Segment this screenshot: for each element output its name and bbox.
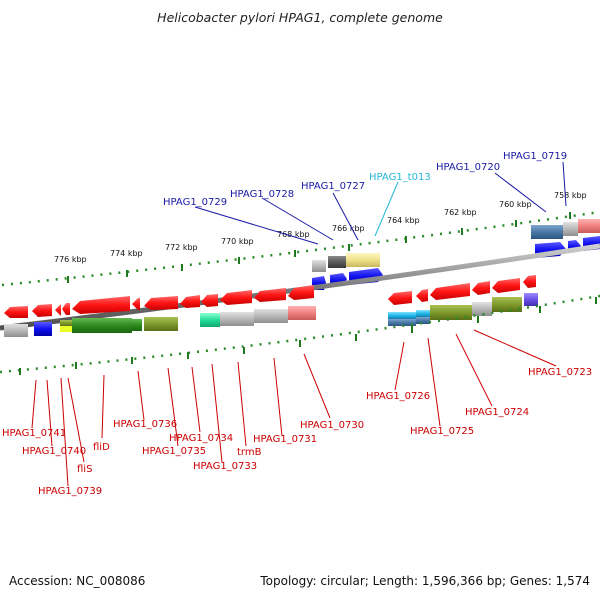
scale-label-776: 776 kbp [54,255,87,264]
gene-label-hpag1-0739: HPAG1_0739 [38,486,102,497]
gene-label-hpag1-0725: HPAG1_0725 [410,426,474,437]
scale-label-760: 760 kbp [499,200,532,209]
scale-label-762: 762 kbp [444,208,477,217]
gene-label-hpag1-0740: HPAG1_0740 [22,446,86,457]
gene-label-trmb: trmB [237,447,262,458]
scale-labels: 776 kbp 774 kbp 772 kbp 770 kbp 768 kbp … [54,191,587,264]
lower-ticks [19,297,597,375]
gene-label-hpag1-0724: HPAG1_0724 [465,407,529,418]
scale-track-upper [1,210,600,287]
gene-label-hpag1-0735: HPAG1_0735 [142,446,206,457]
gene-labels-lower: HPAG1_0723 HPAG1_0726 HPAG1_0724 HPAG1_0… [2,367,592,497]
gene-label-hpag1-0733: HPAG1_0733 [193,461,257,472]
cds-row-right [388,275,536,305]
gene-label-flid: fliD [93,442,110,453]
gene-label-hpag1-0720: HPAG1_0720 [436,162,500,173]
scale-ticks [67,212,571,283]
gene-label-hpag1-0719: HPAG1_0719 [503,151,567,162]
scale-label-774: 774 kbp [110,249,143,258]
gene-label-hpag1-0734: HPAG1_0734 [169,433,233,444]
gene-label-hpag1-0731: HPAG1_0731 [253,434,317,445]
gene-label-hpag1-t013: HPAG1_t013 [369,172,431,183]
map-title: Helicobacter pylori HPAG1, complete geno… [157,10,443,25]
scale-label-764: 764 kbp [387,216,420,225]
gene-label-hpag1-0723: HPAG1_0723 [528,367,592,378]
accession-text: Accession: NC_008086 [9,574,145,588]
gene-label-hpag1-0730: HPAG1_0730 [300,420,364,431]
gene-label-flis: fliS [77,464,92,475]
gene-label-hpag1-0736: HPAG1_0736 [113,419,177,430]
gene-label-hpag1-0741: HPAG1_0741 [2,428,66,439]
scale-label-766: 766 kbp [332,224,365,233]
scale-label-770: 770 kbp [221,237,254,246]
genome-summary-text: Topology: circular; Length: 1,596,366 bp… [259,574,590,588]
scale-label-758: 758 kbp [554,191,587,200]
scale-label-768: 768 kbp [277,230,310,239]
gene-label-hpag1-0727: HPAG1_0727 [301,181,365,192]
gene-label-hpag1-0728: HPAG1_0728 [230,189,294,200]
gene-label-hpag1-0726: HPAG1_0726 [366,391,430,402]
features-lower-right [388,293,538,326]
gene-labels-upper: HPAG1_0719 HPAG1_0720 HPAG1_t013 HPAG1_0… [163,151,567,208]
features-lower-left [4,306,316,337]
cds-row-left [4,285,314,318]
gene-label-hpag1-0729: HPAG1_0729 [163,197,227,208]
leader-lines-upper [194,161,567,245]
leader-lines-lower [31,329,557,487]
scale-label-772: 772 kbp [165,243,198,252]
